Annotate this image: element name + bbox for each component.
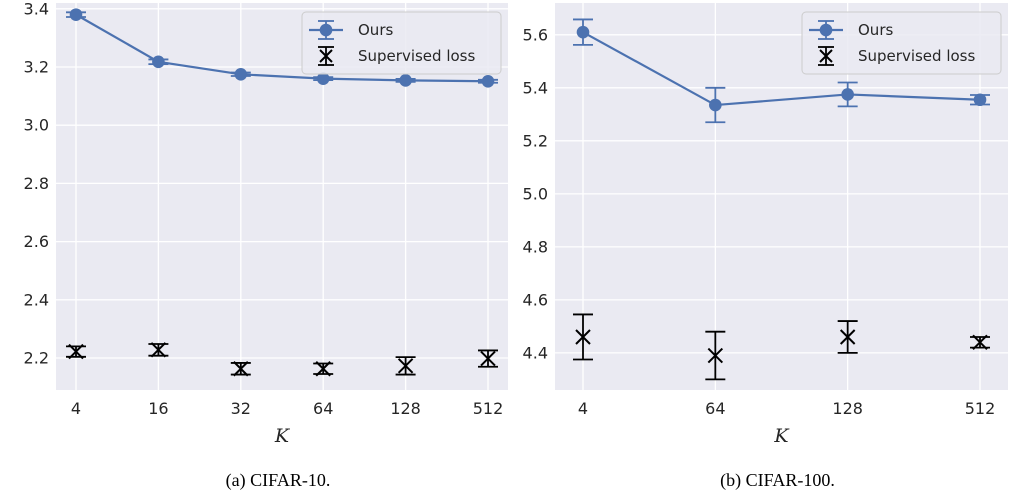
data-point-ours <box>709 98 722 112</box>
legend-label-supervised-loss: Supervised loss <box>358 47 475 65</box>
legend-swatch-marker <box>319 49 333 63</box>
legend-box <box>301 11 502 75</box>
data-point-supervised <box>707 347 724 364</box>
legend-label-ours: Ours <box>358 21 393 39</box>
legend: Ours Supervised loss <box>801 11 1002 75</box>
y-tick-label: 2.4 <box>24 290 49 309</box>
x-tick-label: 64 <box>313 399 333 418</box>
x-tick-label: 4 <box>578 399 588 418</box>
data-point-ours <box>973 93 987 107</box>
y-tick-label: 2.2 <box>24 348 49 367</box>
legend-swatch-marker <box>819 49 833 63</box>
legend-box <box>801 11 1002 75</box>
y-tick-label: 5.0 <box>523 184 548 203</box>
data-point-supervised <box>68 343 84 360</box>
data-point-supervised <box>575 329 591 345</box>
x-axis-label: K <box>274 425 291 447</box>
x-tick-label: 512 <box>473 399 504 418</box>
figure-caption: (a) CIFAR-10. <box>226 470 331 491</box>
y-tick-label: 3.0 <box>24 116 49 135</box>
series-line-ours <box>75 13 489 83</box>
series-line-ours <box>582 31 981 107</box>
data-point-ours <box>69 8 83 21</box>
data-point-ours <box>152 55 165 69</box>
data-point-ours <box>481 74 495 88</box>
data-point-supervised <box>397 358 414 374</box>
data-point-ours <box>399 74 412 87</box>
y-tick-label: 5.2 <box>523 131 548 150</box>
series-ours <box>573 18 990 124</box>
series-supervised-loss <box>66 342 498 377</box>
x-tick-label: 32 <box>231 399 251 418</box>
y-tick-label: 4.4 <box>523 343 548 362</box>
data-point-supervised <box>480 350 496 367</box>
y-tick-label: 5.4 <box>523 78 548 97</box>
y-tick-label: 5.6 <box>523 25 548 44</box>
x-axis-label: K <box>773 425 790 447</box>
x-tick-label: 512 <box>965 399 996 418</box>
x-tick-label: 16 <box>148 399 168 418</box>
data-point-ours <box>576 25 590 39</box>
x-tick-label: 64 <box>705 399 725 418</box>
x-tick-label: 128 <box>390 399 421 418</box>
y-tick-label: 2.8 <box>24 174 49 193</box>
y-tick-label: 3.2 <box>24 58 49 77</box>
legend-swatch-marker <box>319 23 333 37</box>
x-tick-label: 4 <box>71 399 81 418</box>
data-point-supervised <box>150 342 167 358</box>
x-tick-label: 128 <box>832 399 863 418</box>
legend-swatch-marker <box>819 23 833 37</box>
series-supervised-loss <box>573 313 990 381</box>
legend: Ours Supervised loss <box>301 11 502 75</box>
data-point-supervised <box>233 361 249 377</box>
y-tick-label: 4.8 <box>523 237 548 256</box>
y-tick-label: 3.4 <box>24 0 49 18</box>
data-point-supervised <box>972 334 988 350</box>
chart-panel-2: 4.4 4.6 4.8 5.0 5.2 5.4 5.6 4 64 128 512 K (b) CIFAR… <box>523 3 1008 491</box>
legend-label-supervised-loss: Supervised loss <box>858 47 975 65</box>
data-point-supervised <box>839 329 856 345</box>
series-ours <box>66 8 498 88</box>
data-point-supervised <box>315 361 331 377</box>
data-point-ours <box>841 88 854 101</box>
figure-caption: (b) CIFAR-100. <box>720 470 835 491</box>
data-point-ours <box>316 72 330 85</box>
legend-label-ours: Ours <box>858 21 893 39</box>
y-tick-label: 4.6 <box>523 290 548 309</box>
data-point-ours <box>234 67 248 81</box>
chart-panel-1: 2.2 2.4 2.6 2.8 3.0 3.2 3.4 4 16 32 64 128 512 K (a) C… <box>24 0 508 491</box>
y-tick-label: 2.6 <box>24 232 49 251</box>
